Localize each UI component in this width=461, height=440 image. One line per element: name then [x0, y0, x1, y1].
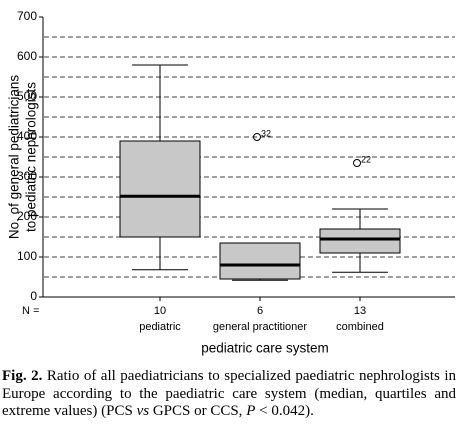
- y-axis-title: No. of general pediatricians: [7, 75, 22, 240]
- outlier: [353, 159, 361, 167]
- y-tick-label: 0: [30, 289, 37, 303]
- box: [119, 140, 201, 238]
- n-value: 13: [354, 305, 366, 317]
- caption-text: P: [246, 403, 256, 419]
- n-value: 6: [257, 305, 263, 317]
- outlier-label: 22: [361, 154, 371, 164]
- x-tick-label: pediatric: [139, 321, 181, 333]
- n-value: 10: [154, 305, 166, 317]
- caption-label: Fig. 2.: [2, 368, 43, 384]
- y-tick-label: 100: [17, 249, 37, 263]
- y-tick-label: 200: [17, 209, 37, 223]
- n-label: N =: [22, 305, 39, 317]
- outlier: [253, 133, 261, 141]
- x-axis-title: pediatric care system: [201, 341, 329, 356]
- y-tick-label: 700: [17, 9, 37, 23]
- caption-text: Ratio of all paediatricians to specializ…: [2, 368, 456, 419]
- y-axis-title: to pediatric nephrologists: [24, 82, 39, 232]
- y-tick-label: 400: [17, 129, 37, 143]
- x-tick-label: combined: [336, 321, 384, 333]
- x-tick-label: general practitioner: [213, 321, 308, 333]
- caption-text: < 0.042).: [255, 403, 314, 419]
- y-tick-label: 500: [17, 89, 37, 103]
- figure-caption: Fig. 2. Ratio of all paediatricians to s…: [2, 368, 456, 421]
- box: [319, 228, 401, 254]
- chart: No. of general pediatricians to pediatri…: [7, 9, 455, 356]
- caption-text: vs: [136, 403, 150, 419]
- y-tick-label: 600: [17, 49, 37, 63]
- y-tick-label: 300: [17, 169, 37, 183]
- caption-text: GPCS or CCS,: [149, 403, 247, 419]
- outlier-label: 32: [261, 128, 271, 138]
- box: [219, 242, 301, 280]
